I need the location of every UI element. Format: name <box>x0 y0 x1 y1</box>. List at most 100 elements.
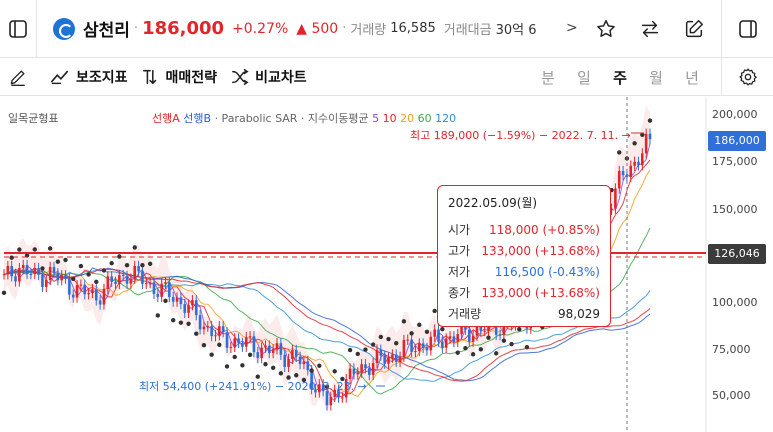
edit-button[interactable] <box>672 0 716 58</box>
chart-toolbar: 보조지표 매매전략 비교차트 분 일 주 월 년 <box>0 58 773 96</box>
strategy-label: 매매전략 <box>165 69 218 86</box>
price-chart[interactable] <box>0 97 773 432</box>
sar-dot <box>517 327 522 332</box>
candle-body <box>302 361 306 365</box>
candle-body <box>21 264 25 269</box>
candle-body <box>310 370 313 390</box>
sar-dot <box>224 364 230 369</box>
period-year[interactable]: 년 <box>685 68 699 87</box>
candle-body <box>644 133 648 154</box>
candle-body <box>14 276 17 282</box>
swap-button[interactable] <box>628 0 672 58</box>
candle-body <box>29 273 33 275</box>
volume-label: 거래량 <box>350 23 387 38</box>
period-month[interactable]: 월 <box>649 68 663 87</box>
candle-body <box>441 341 444 348</box>
candle-body <box>237 338 240 343</box>
period-minute[interactable]: 분 <box>541 68 555 87</box>
candle-body <box>79 284 83 286</box>
candle-body <box>148 282 152 284</box>
sar-dot <box>86 272 91 277</box>
indicator-button[interactable]: 보조지표 <box>50 58 128 96</box>
axis-label: 50,000 <box>712 389 751 402</box>
sar-dot <box>478 347 484 352</box>
sar-dot <box>463 346 468 351</box>
candle-body <box>329 396 333 406</box>
legend-leading-a: 선행A <box>152 112 180 125</box>
candle-body <box>421 343 425 348</box>
settings-button[interactable] <box>721 58 773 96</box>
tooltip-volume-row: 거래량 98,029 <box>448 303 600 324</box>
stock-name[interactable]: 삼천리 <box>83 21 130 41</box>
legend-ma120: 120 <box>435 112 457 125</box>
candle-body <box>417 343 421 352</box>
sidebar-icon <box>9 19 27 38</box>
candle-body <box>94 289 98 301</box>
candle-body <box>118 275 121 284</box>
candle-body <box>10 265 13 277</box>
candle-body <box>125 275 129 284</box>
sar-dot <box>47 246 53 251</box>
sar-dot <box>132 245 137 250</box>
sar-dot <box>294 373 299 378</box>
candle-body <box>356 372 360 375</box>
tooltip-high-row: 고가 133,000 (+13.68%) <box>448 240 600 261</box>
period-day[interactable]: 일 <box>577 68 591 87</box>
compare-button[interactable]: 비교차트 <box>231 58 307 96</box>
candle-body <box>44 279 48 287</box>
candle-body <box>83 284 87 295</box>
candle-body <box>194 300 198 316</box>
candle-body <box>433 329 436 337</box>
sar-dot <box>124 262 130 268</box>
sar-dot <box>424 329 430 335</box>
sar-dot <box>301 377 307 383</box>
sar-dot <box>117 254 122 259</box>
candle-body <box>133 265 137 279</box>
period-week[interactable]: 주 <box>613 68 627 87</box>
candle-body <box>137 265 140 272</box>
candle-body <box>387 357 390 364</box>
tooltip-volume-label: 거래량 <box>448 307 482 321</box>
sar-dot <box>109 260 114 266</box>
sar-dot <box>147 261 153 266</box>
draw-button[interactable] <box>0 58 36 96</box>
sar-dot <box>432 308 437 314</box>
candle-body <box>214 335 217 337</box>
candle-body <box>352 368 356 375</box>
candle-body <box>291 350 294 359</box>
candle-body <box>114 281 117 284</box>
candle-body <box>364 364 367 369</box>
candle-body <box>187 305 190 313</box>
sar-dot <box>324 384 330 389</box>
sar-dot <box>94 279 99 285</box>
sar-dot <box>163 298 168 304</box>
top-actions <box>584 0 716 58</box>
sar-dot <box>63 257 68 263</box>
ticker-summary: 삼천리 · 186,000 +0.27% ▲ 500 · 거래량 16,585 … <box>37 0 585 58</box>
line-price-tag[interactable]: 126,046 <box>708 244 766 264</box>
strategy-button[interactable]: 매매전략 <box>142 58 218 96</box>
left-panel-toggle[interactable] <box>0 0 36 58</box>
legend-ichimoku[interactable]: 일목균형표 <box>8 112 59 125</box>
candle-body <box>241 342 244 347</box>
candle-body <box>279 343 283 355</box>
sar-dot <box>501 338 507 343</box>
candle-body <box>298 356 302 365</box>
axis-label: 175,000 <box>712 155 758 168</box>
candle-body <box>233 338 237 347</box>
favorite-button[interactable] <box>584 0 628 58</box>
more-info-button[interactable]: > <box>566 20 578 36</box>
sar-dot <box>55 259 61 264</box>
amount-value: 30억 6 <box>495 23 537 38</box>
right-panel-toggle[interactable] <box>721 0 773 58</box>
candle-body <box>379 349 383 356</box>
candle-body <box>102 289 106 305</box>
current-price-tag: 186,000 <box>708 131 766 151</box>
candle-body <box>6 265 10 275</box>
candle-body <box>633 161 636 166</box>
candle-body <box>475 326 479 336</box>
candle-body <box>198 315 202 330</box>
candle-body <box>221 326 225 333</box>
candle-body <box>341 397 344 399</box>
axis-label: 200,000 <box>712 108 758 121</box>
